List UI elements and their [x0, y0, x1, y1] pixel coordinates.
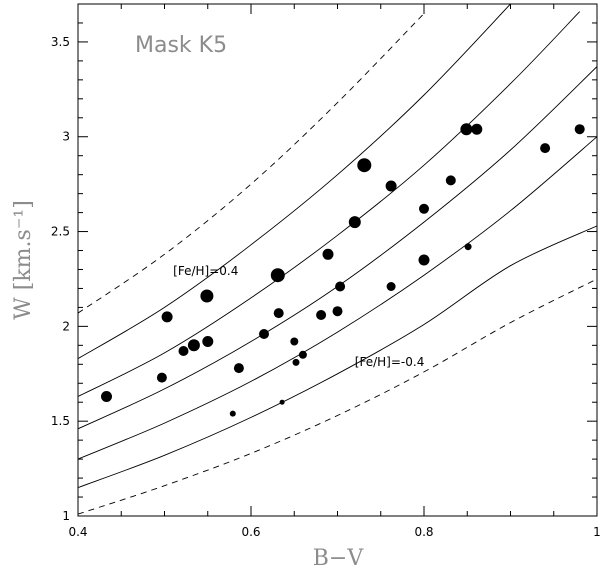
data-point	[332, 306, 343, 317]
annotation-feh-low: [Fe/H]=-0.4	[355, 355, 425, 369]
x-tick-label: 1	[593, 525, 600, 539]
y-tick-label: 1.5	[51, 414, 70, 428]
isochrone-curve-1	[78, 4, 511, 359]
y-tick-label: 2.5	[51, 225, 70, 239]
points-layer	[101, 123, 585, 417]
isochrone-curve-4	[78, 136, 597, 460]
data-point	[464, 243, 472, 251]
data-point	[229, 410, 236, 417]
y-tick-label: 3.5	[51, 35, 70, 49]
data-point	[292, 358, 300, 366]
plot-frame	[77, 3, 598, 517]
x-tick-label: 0.8	[414, 525, 433, 539]
x-tick-label: 0.4	[68, 525, 87, 539]
y-axis-title: W [km.s⁻¹]	[11, 200, 36, 320]
data-point	[156, 372, 167, 383]
data-point	[540, 143, 551, 154]
data-point	[273, 308, 284, 319]
data-point	[357, 158, 372, 173]
data-point	[386, 282, 396, 291]
data-point	[316, 310, 327, 320]
data-point	[270, 268, 285, 283]
annotation-feh-high: [Fe/H]=0.4	[173, 264, 238, 278]
isochrone-curve-5	[78, 225, 597, 489]
data-point	[161, 311, 173, 323]
isochrone-curve-2	[78, 11, 581, 397]
data-point	[385, 180, 397, 192]
data-point	[419, 203, 429, 214]
data-point	[178, 346, 189, 356]
curves-layer	[78, 4, 597, 515]
data-point	[187, 339, 200, 352]
y-tick-label: 2	[62, 319, 70, 333]
data-point	[460, 123, 473, 136]
data-point	[335, 281, 346, 292]
data-point	[279, 399, 285, 405]
data-point	[574, 124, 585, 135]
data-point	[322, 248, 334, 260]
data-point	[200, 289, 214, 303]
x-tick-label: 0.6	[241, 525, 260, 539]
data-point	[348, 216, 361, 229]
x-axis-title: B−V	[313, 546, 365, 571]
isochrone-curve-6	[78, 278, 597, 515]
data-point	[298, 350, 307, 359]
isochrone-curve-0	[78, 13, 425, 314]
ticks-layer: 0.4 0.6 0.8 1 1 1.5 2 2.5 3 3.5	[51, 4, 600, 539]
data-point	[259, 329, 269, 339]
data-point	[418, 254, 430, 266]
data-point	[202, 336, 214, 347]
isochrone-curve-3	[78, 66, 597, 430]
data-point	[290, 337, 299, 346]
data-point	[471, 123, 483, 135]
chart-title: Mask K5	[135, 33, 227, 58]
data-point	[101, 391, 112, 402]
data-point	[445, 175, 456, 186]
data-point	[233, 363, 244, 374]
y-tick-label: 3	[62, 130, 70, 144]
y-tick-label: 1	[62, 509, 70, 523]
